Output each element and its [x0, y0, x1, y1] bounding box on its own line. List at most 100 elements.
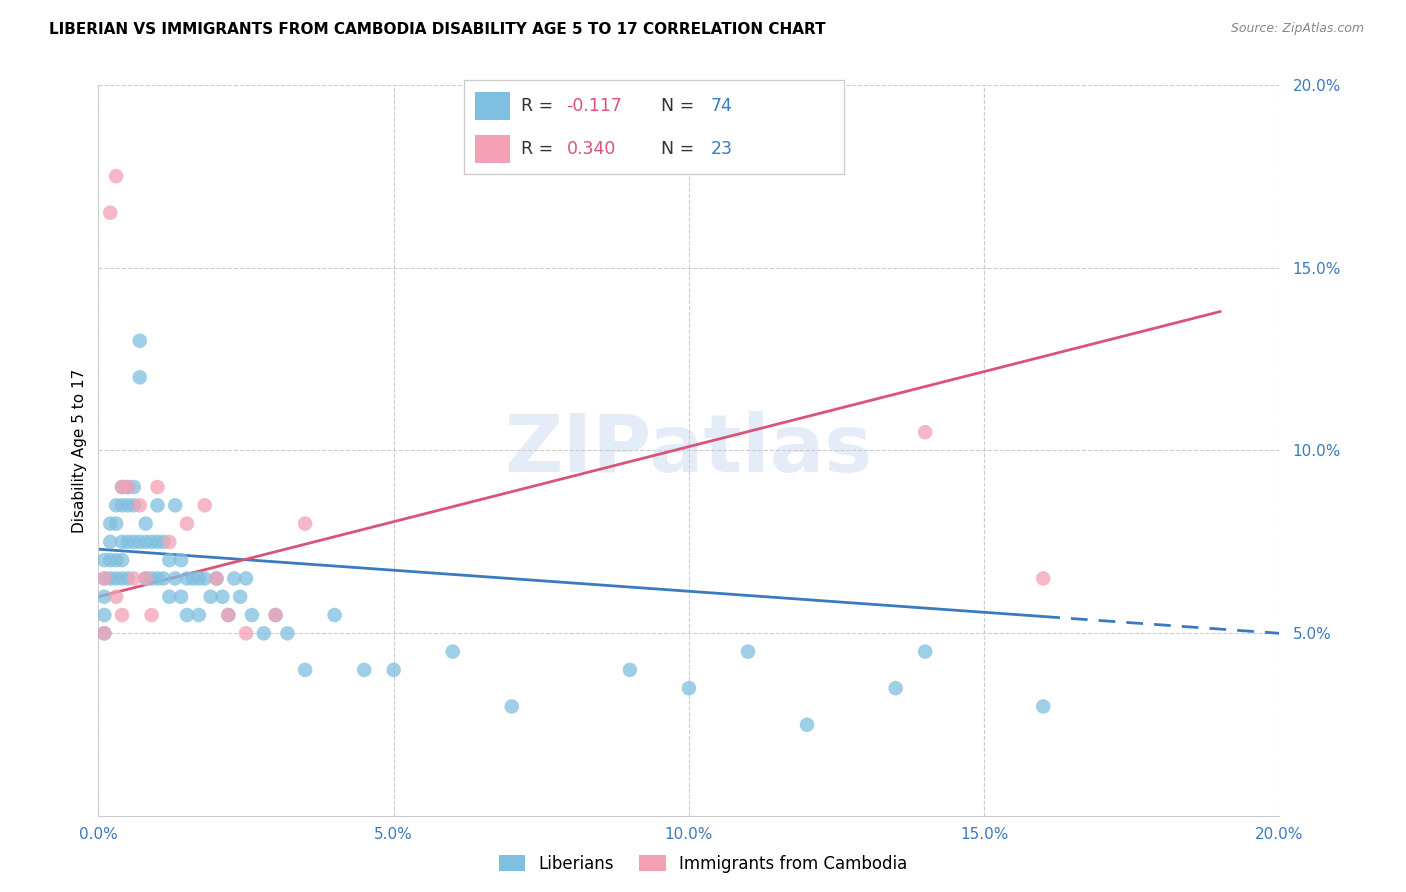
Point [157, 553, 180, 567]
Point [1032, 699, 1054, 714]
Point [98, 516, 121, 531]
Point [176, 571, 198, 585]
Point [240, 608, 263, 623]
Point [678, 681, 700, 696]
Point [181, 571, 204, 585]
Point [176, 608, 198, 623]
Point [796, 717, 818, 731]
Point [170, 553, 193, 567]
Point [111, 480, 134, 494]
Point [157, 534, 180, 549]
Point [914, 425, 936, 439]
Text: R =: R = [520, 96, 558, 114]
Point [128, 370, 150, 384]
Point [105, 571, 128, 585]
Point [141, 571, 163, 585]
Point [224, 571, 246, 585]
Point [93, 626, 115, 640]
Point [93, 626, 115, 640]
Text: N =: N = [661, 96, 700, 114]
Point [165, 571, 187, 585]
Point [501, 699, 523, 714]
Point [146, 534, 169, 549]
Bar [475, 135, 509, 162]
Point [98, 205, 121, 219]
Point [117, 571, 139, 585]
Point [294, 516, 316, 531]
Point [152, 534, 174, 549]
Point [1032, 571, 1054, 585]
Point [914, 644, 936, 658]
Point [105, 590, 128, 604]
Point [135, 534, 157, 549]
Point [128, 534, 150, 549]
Point [111, 498, 134, 512]
Text: LIBERIAN VS IMMIGRANTS FROM CAMBODIA DISABILITY AGE 5 TO 17 CORRELATION CHART: LIBERIAN VS IMMIGRANTS FROM CAMBODIA DIS… [49, 22, 825, 37]
Point [111, 571, 134, 585]
Point [264, 608, 287, 623]
Point [141, 534, 163, 549]
Point [98, 534, 121, 549]
Point [141, 608, 163, 623]
Point [211, 590, 233, 604]
Text: Source: ZipAtlas.com: Source: ZipAtlas.com [1230, 22, 1364, 36]
Point [157, 590, 180, 604]
Point [146, 480, 169, 494]
Point [737, 644, 759, 658]
Point [441, 644, 464, 658]
Point [111, 553, 134, 567]
Text: 74: 74 [711, 96, 733, 114]
Point [217, 608, 239, 623]
Point [205, 571, 228, 585]
Point [93, 571, 115, 585]
Point [135, 516, 157, 531]
Point [235, 571, 257, 585]
Point [122, 571, 145, 585]
Point [152, 571, 174, 585]
Point [105, 498, 128, 512]
Point [253, 626, 276, 640]
Point [187, 571, 209, 585]
Point [105, 553, 128, 567]
Text: ZIPatlas: ZIPatlas [505, 411, 873, 490]
Point [93, 571, 115, 585]
Point [884, 681, 907, 696]
Point [117, 498, 139, 512]
Point [117, 534, 139, 549]
Point [229, 590, 252, 604]
Point [353, 663, 375, 677]
Point [93, 608, 115, 623]
Point [122, 480, 145, 494]
Point [117, 480, 139, 494]
Point [105, 169, 128, 184]
Point [105, 516, 128, 531]
Legend: Liberians, Immigrants from Cambodia: Liberians, Immigrants from Cambodia [492, 848, 914, 880]
Point [93, 553, 115, 567]
Text: 0.340: 0.340 [567, 140, 616, 158]
Point [98, 553, 121, 567]
Bar [475, 92, 509, 120]
Point [264, 608, 287, 623]
Point [619, 663, 641, 677]
Point [217, 608, 239, 623]
Point [170, 590, 193, 604]
Point [146, 571, 169, 585]
Point [194, 571, 217, 585]
Point [146, 498, 169, 512]
Point [165, 498, 187, 512]
Point [117, 480, 139, 494]
Point [135, 571, 157, 585]
Point [93, 590, 115, 604]
Text: 23: 23 [711, 140, 733, 158]
Point [276, 626, 298, 640]
Point [235, 626, 257, 640]
Text: R =: R = [520, 140, 558, 158]
Point [128, 498, 150, 512]
Point [176, 516, 198, 531]
Point [111, 608, 134, 623]
Point [194, 498, 217, 512]
Text: -0.117: -0.117 [567, 96, 623, 114]
Point [135, 571, 157, 585]
Point [122, 534, 145, 549]
Point [323, 608, 346, 623]
